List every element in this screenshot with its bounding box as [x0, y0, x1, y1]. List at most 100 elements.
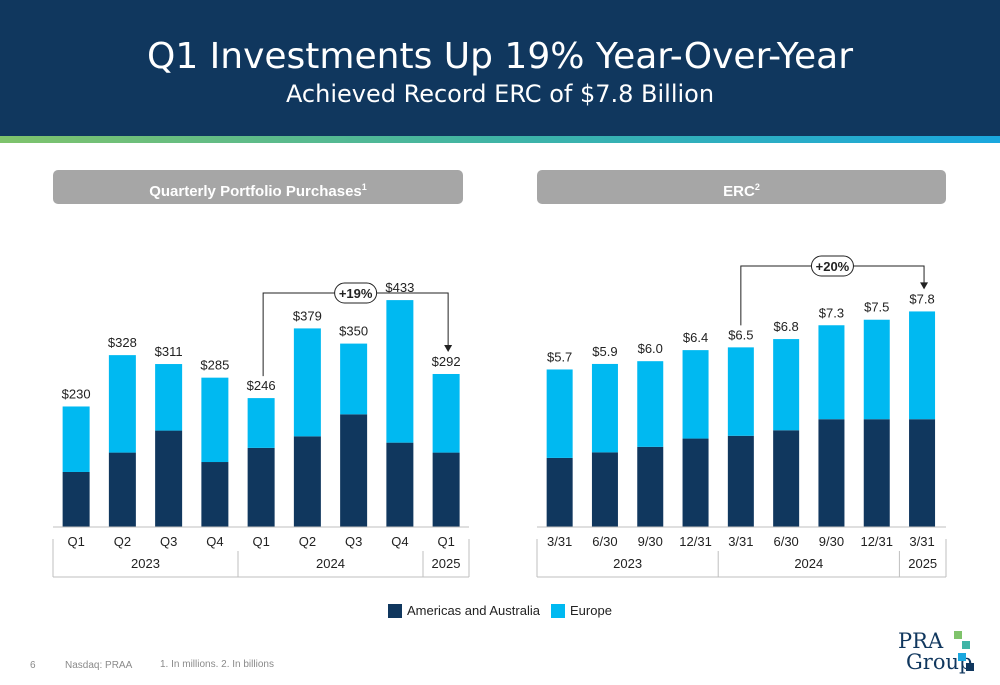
- erc-total-label: $5.9: [592, 344, 617, 359]
- legend-label-americas: Americas and Australia: [407, 603, 540, 618]
- ppp-group-label: 2023: [131, 556, 160, 571]
- ppp-bar-americas: [201, 462, 229, 527]
- erc-bar-europe: [818, 325, 845, 420]
- ppp-bar-americas: [108, 452, 136, 527]
- erc-bar-europe: [909, 311, 936, 420]
- ppp-bar-europe: [293, 328, 321, 437]
- logo-square-icon: [958, 653, 966, 661]
- erc-group-label: 2023: [613, 556, 642, 571]
- ppp-annotation-arrowhead: [444, 344, 453, 352]
- erc-bar-europe: [863, 319, 890, 420]
- ppp-total-label: $292: [432, 354, 461, 369]
- header-banner: [0, 0, 1000, 136]
- ppp-total-label: $230: [62, 386, 91, 401]
- ppp-bar-americas: [386, 442, 414, 527]
- erc-bar-americas: [637, 446, 664, 527]
- erc-bar-europe: [591, 363, 618, 453]
- erc-tick-label: 12/31: [860, 534, 893, 549]
- ppp-bar-europe: [247, 398, 275, 448]
- ppp-group-label: 2025: [432, 556, 461, 571]
- erc-tick-label: 9/30: [819, 534, 844, 549]
- ppp-annotation-pill: [334, 282, 378, 304]
- ppp-bar-europe: [201, 377, 229, 463]
- ppp-tick-label: Q4: [391, 534, 408, 549]
- ppp-total-label: $246: [247, 378, 276, 393]
- erc-tick-label: 6/30: [773, 534, 798, 549]
- ppp-bar-europe: [108, 355, 136, 453]
- erc-total-label: $6.0: [638, 341, 663, 356]
- legend-label-europe: Europe: [570, 603, 612, 618]
- legend-swatch-americas: [388, 604, 402, 618]
- ppp-tick-label: Q1: [437, 534, 454, 549]
- ppp-bar-americas: [155, 430, 183, 527]
- ppp-bar-europe: [340, 343, 368, 415]
- ppp-bar-americas: [62, 471, 90, 527]
- legend-swatch-europe: [551, 604, 565, 618]
- erc-bar-europe: [727, 347, 754, 436]
- erc-bar-americas: [863, 419, 890, 527]
- logo-square-icon: [962, 641, 970, 649]
- erc-total-label: $6.4: [683, 330, 708, 345]
- right-panel-title: ERC2: [537, 170, 946, 204]
- erc-bar-americas: [909, 419, 936, 527]
- footer-note: 1. In millions. 2. In billions: [160, 659, 274, 670]
- erc-bar-americas: [818, 419, 845, 527]
- erc-total-label: $7.3: [819, 305, 844, 320]
- erc-tick-label: 6/30: [592, 534, 617, 549]
- right-panel-title-text: ERC: [723, 183, 755, 200]
- erc-total-label: $7.8: [909, 291, 934, 306]
- erc-bar-americas: [591, 452, 618, 527]
- ppp-bar-europe: [155, 364, 183, 431]
- erc-annotation-arrowhead: [920, 282, 929, 290]
- ppp-tick-label: Q3: [345, 534, 362, 549]
- erc-group-label: 2024: [794, 556, 823, 571]
- erc-bar-europe: [546, 369, 573, 458]
- erc-annotation-label: +20%: [816, 259, 850, 274]
- ppp-total-label: $311: [155, 344, 183, 359]
- ppp-tick-label: Q2: [114, 534, 131, 549]
- erc-tick-label: 3/31: [728, 534, 753, 549]
- erc-annotation-pill: [810, 255, 854, 277]
- erc-total-label: $6.8: [773, 319, 798, 334]
- ppp-tick-label: Q3: [160, 534, 177, 549]
- erc-tick-label: 12/31: [679, 534, 712, 549]
- ppp-tick-label: Q2: [299, 534, 316, 549]
- erc-bar-americas: [546, 457, 573, 527]
- header-stripe: [0, 136, 1000, 143]
- erc-bar-europe: [637, 361, 664, 447]
- erc-total-label: $7.5: [864, 300, 889, 315]
- footer-page-number: 6: [30, 660, 36, 671]
- ppp-total-label: $328: [108, 335, 137, 350]
- ppp-tick-label: Q1: [67, 534, 84, 549]
- ppp-bar-europe: [62, 406, 90, 472]
- ppp-tick-label: Q1: [252, 534, 269, 549]
- ppp-total-label: $379: [293, 308, 322, 323]
- erc-group-label: 2025: [908, 556, 937, 571]
- ppp-bar-europe: [386, 300, 414, 443]
- pra-group-logo: PRA Group: [898, 627, 978, 677]
- page-subtitle: Achieved Record ERC of $7.8 Billion: [285, 80, 715, 108]
- ppp-annotation-label: +19%: [339, 286, 373, 301]
- erc-bar-europe: [773, 339, 800, 431]
- ppp-bar-europe: [432, 373, 460, 453]
- erc-bar-americas: [727, 435, 754, 527]
- ppp-bar-americas: [293, 436, 321, 527]
- ppp-tick-label: Q4: [206, 534, 223, 549]
- erc-tick-label: 3/31: [547, 534, 572, 549]
- erc-bar-americas: [773, 430, 800, 527]
- left-panel-title-text: Quarterly Portfolio Purchases: [149, 183, 362, 200]
- erc-tick-label: 9/30: [638, 534, 663, 549]
- left-panel-footnote: 1: [361, 182, 367, 192]
- ppp-total-label: $285: [200, 358, 229, 373]
- ppp-group-label: 2024: [316, 556, 345, 571]
- erc-total-label: $6.5: [728, 327, 753, 342]
- left-panel-title: Quarterly Portfolio Purchases1: [53, 170, 463, 204]
- footer-ticker: Nasdaq: PRAA: [65, 660, 133, 671]
- right-panel-footnote: 2: [754, 182, 760, 192]
- erc-total-label: $5.7: [547, 349, 572, 364]
- ppp-bar-americas: [247, 447, 275, 527]
- erc-bar-americas: [682, 438, 709, 527]
- ppp-total-label: $350: [339, 324, 368, 339]
- page-title: Q1 Investments Up 19% Year-Over-Year: [146, 36, 854, 77]
